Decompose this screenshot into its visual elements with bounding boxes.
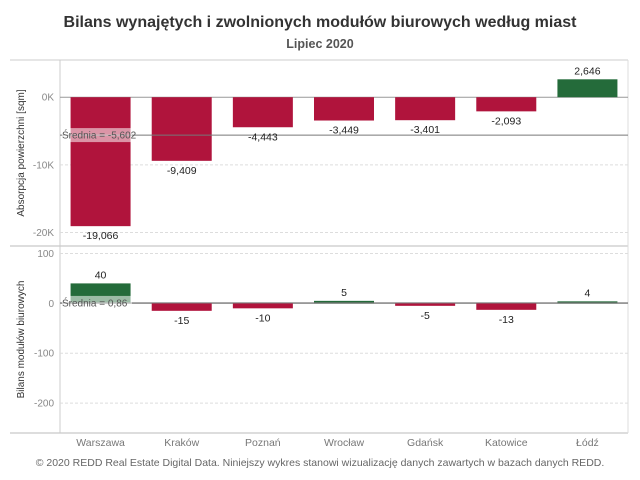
panel-1-value-label: -9,409 bbox=[167, 165, 197, 177]
panel-2-bar-Katowice[interactable] bbox=[476, 303, 537, 310]
panel-2-ylabel: Bilans modułów biurowych bbox=[16, 281, 27, 399]
panel-2-tick-label: -200 bbox=[34, 399, 54, 410]
panel-1-tick-label: -20K bbox=[33, 228, 54, 239]
panel-2-tick-label: 0 bbox=[48, 299, 54, 310]
panel-1-bar-Łódź[interactable] bbox=[557, 79, 618, 98]
panel-1-value-label: -2,093 bbox=[491, 115, 521, 127]
category-label-Gdańsk: Gdańsk bbox=[407, 437, 444, 449]
category-label-Łódź: Łódź bbox=[576, 437, 599, 449]
panel-1-value-label: 2,646 bbox=[574, 65, 600, 77]
panel-1-bar-Warszawa[interactable] bbox=[70, 97, 131, 227]
panel-2-value-label: -13 bbox=[499, 314, 514, 326]
panel-1-bar-Gdańsk[interactable] bbox=[395, 97, 456, 121]
category-label-Wrocław: Wrocław bbox=[324, 437, 364, 449]
panel-2-value-label: -5 bbox=[420, 310, 429, 322]
panel-1-average-label-bg bbox=[62, 128, 132, 143]
panel-2-bar-Poznań[interactable] bbox=[232, 303, 293, 309]
category-label-Katowice: Katowice bbox=[485, 437, 528, 449]
panel-1-tick-label: 0K bbox=[42, 93, 55, 104]
panel-1-tick-label: -10K bbox=[33, 160, 54, 171]
chart-subtitle: Lipiec 2020 bbox=[286, 37, 354, 51]
panel-2-average-label: Średnia = 0,86 bbox=[62, 296, 128, 309]
panel-1-average-label: Średnia = -5,602 bbox=[62, 129, 137, 142]
category-label-Poznań: Poznań bbox=[245, 437, 281, 449]
panel-2-value-label: 5 bbox=[341, 287, 347, 299]
panel-2-value-label: -15 bbox=[174, 315, 189, 327]
category-label-Warszawa: Warszawa bbox=[76, 437, 125, 449]
panel-2-value-label: 4 bbox=[585, 287, 591, 299]
panel-2-value-label: -10 bbox=[255, 312, 270, 324]
panel-2-value-label: 40 bbox=[95, 269, 107, 281]
panel-2-bar-Wrocław[interactable] bbox=[314, 300, 374, 304]
panel-1-bar-Wrocław[interactable] bbox=[314, 97, 374, 121]
panel-1-value-label: -3,449 bbox=[329, 125, 359, 137]
panel-1-bar-Poznań[interactable] bbox=[232, 97, 293, 128]
panel-2-bar-Łódź[interactable] bbox=[557, 301, 618, 304]
panel-1-ylabel: Absorpcja powierzchni [sqm] bbox=[16, 89, 27, 216]
panel-1-value-label: -19,066 bbox=[83, 230, 119, 242]
panel-2-bar-Kraków[interactable] bbox=[151, 303, 212, 311]
panel-2-bar-Gdańsk[interactable] bbox=[395, 303, 456, 306]
chart-footer: © 2020 REDD Real Estate Digital Data. Ni… bbox=[35, 457, 605, 469]
panel-1-value-label: -4,443 bbox=[248, 131, 278, 143]
panel-1-bar-Katowice[interactable] bbox=[476, 97, 537, 112]
panel-2-tick-label: 100 bbox=[37, 249, 54, 260]
panel-2-tick-label: -100 bbox=[34, 349, 54, 360]
category-label-Kraków: Kraków bbox=[164, 437, 199, 449]
panel-1-bar-Kraków[interactable] bbox=[151, 97, 212, 161]
panel-2-average-label-bg bbox=[62, 295, 132, 310]
chart-title: Bilans wynajętych i zwolnionych modułów … bbox=[63, 14, 577, 31]
panel-1-value-label: -3,401 bbox=[410, 124, 440, 136]
